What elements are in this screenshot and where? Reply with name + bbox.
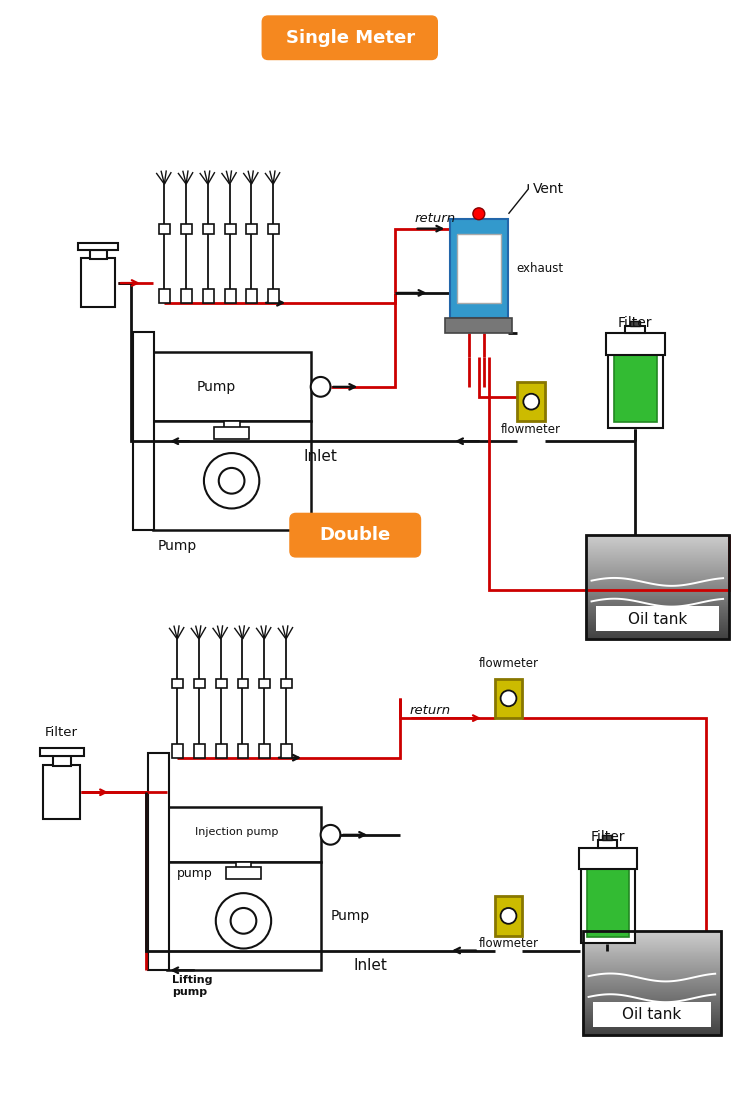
Bar bbox=[580, 848, 635, 943]
Text: Double: Double bbox=[320, 526, 391, 544]
FancyBboxPatch shape bbox=[262, 16, 437, 59]
Circle shape bbox=[216, 893, 272, 948]
Bar bbox=[40, 748, 84, 756]
Text: Inlet: Inlet bbox=[353, 958, 387, 972]
Bar bbox=[194, 679, 205, 689]
Bar bbox=[495, 679, 522, 718]
Circle shape bbox=[310, 377, 331, 397]
Bar bbox=[226, 868, 261, 879]
Text: Filter: Filter bbox=[590, 829, 625, 844]
Bar bbox=[133, 332, 154, 530]
Bar bbox=[238, 679, 248, 689]
Bar bbox=[43, 764, 80, 820]
Text: pump: pump bbox=[177, 867, 213, 880]
Text: exhaust: exhaust bbox=[517, 262, 563, 275]
Circle shape bbox=[230, 908, 256, 934]
Bar bbox=[268, 223, 279, 233]
Bar bbox=[167, 807, 320, 861]
Bar bbox=[152, 352, 310, 421]
Bar bbox=[90, 251, 107, 260]
Text: Vent: Vent bbox=[533, 183, 564, 196]
Bar bbox=[160, 223, 170, 233]
Text: Pump: Pump bbox=[158, 539, 196, 553]
Bar bbox=[148, 752, 170, 970]
Bar bbox=[457, 233, 500, 302]
FancyBboxPatch shape bbox=[290, 514, 421, 557]
Circle shape bbox=[204, 453, 260, 508]
Bar bbox=[247, 223, 257, 233]
Bar bbox=[214, 428, 250, 439]
Bar bbox=[598, 839, 617, 848]
Bar bbox=[586, 536, 729, 639]
Bar bbox=[167, 861, 320, 970]
Bar bbox=[260, 679, 270, 689]
Bar bbox=[172, 679, 183, 689]
Bar bbox=[78, 243, 118, 251]
Bar bbox=[182, 223, 192, 233]
Bar bbox=[281, 744, 292, 758]
Bar bbox=[182, 289, 192, 302]
Text: Inlet: Inlet bbox=[304, 449, 338, 463]
Bar bbox=[614, 350, 657, 422]
Bar bbox=[281, 679, 292, 689]
Text: Oil tank: Oil tank bbox=[622, 1008, 682, 1022]
Bar bbox=[172, 744, 183, 758]
Bar bbox=[238, 744, 248, 758]
Text: Filter: Filter bbox=[45, 726, 78, 739]
Circle shape bbox=[219, 468, 245, 494]
Bar bbox=[81, 258, 115, 307]
Circle shape bbox=[500, 908, 517, 924]
Text: Pump: Pump bbox=[331, 909, 370, 923]
Text: Single Meter: Single Meter bbox=[286, 29, 415, 47]
Bar bbox=[495, 896, 522, 936]
Bar bbox=[607, 333, 664, 355]
Text: flowmeter: flowmeter bbox=[478, 657, 538, 670]
Text: return: return bbox=[410, 704, 451, 717]
Bar bbox=[446, 318, 512, 333]
Bar bbox=[152, 421, 310, 530]
Circle shape bbox=[524, 394, 539, 409]
Bar bbox=[579, 848, 637, 869]
Text: Pump: Pump bbox=[196, 379, 236, 394]
Bar bbox=[194, 744, 205, 758]
Bar bbox=[160, 289, 170, 302]
Text: flowmeter: flowmeter bbox=[478, 937, 538, 950]
Text: return: return bbox=[415, 212, 456, 226]
Bar bbox=[626, 326, 645, 333]
Bar bbox=[518, 382, 545, 421]
Circle shape bbox=[500, 691, 517, 706]
Bar bbox=[586, 865, 629, 937]
Bar bbox=[602, 835, 612, 839]
Bar bbox=[53, 756, 71, 766]
Text: Oil tank: Oil tank bbox=[628, 612, 687, 627]
Bar bbox=[260, 744, 270, 758]
Text: flowmeter: flowmeter bbox=[501, 422, 561, 436]
Circle shape bbox=[320, 825, 340, 845]
Bar bbox=[583, 931, 721, 1035]
Bar bbox=[630, 320, 640, 326]
Bar bbox=[203, 289, 214, 302]
Bar bbox=[225, 223, 236, 233]
Text: Filter: Filter bbox=[618, 316, 652, 330]
Bar bbox=[224, 421, 239, 429]
Bar bbox=[216, 744, 226, 758]
Bar bbox=[592, 1002, 711, 1026]
Text: Injection pump: Injection pump bbox=[194, 826, 278, 837]
Bar bbox=[268, 289, 279, 302]
Text: Lifting
pump: Lifting pump bbox=[172, 976, 213, 997]
Bar bbox=[596, 606, 719, 631]
Circle shape bbox=[473, 208, 484, 220]
Bar bbox=[203, 223, 214, 233]
Bar bbox=[608, 334, 663, 428]
Bar bbox=[450, 219, 508, 318]
Bar bbox=[225, 289, 236, 302]
Bar bbox=[247, 289, 257, 302]
Bar bbox=[216, 679, 226, 689]
Bar bbox=[236, 861, 251, 869]
